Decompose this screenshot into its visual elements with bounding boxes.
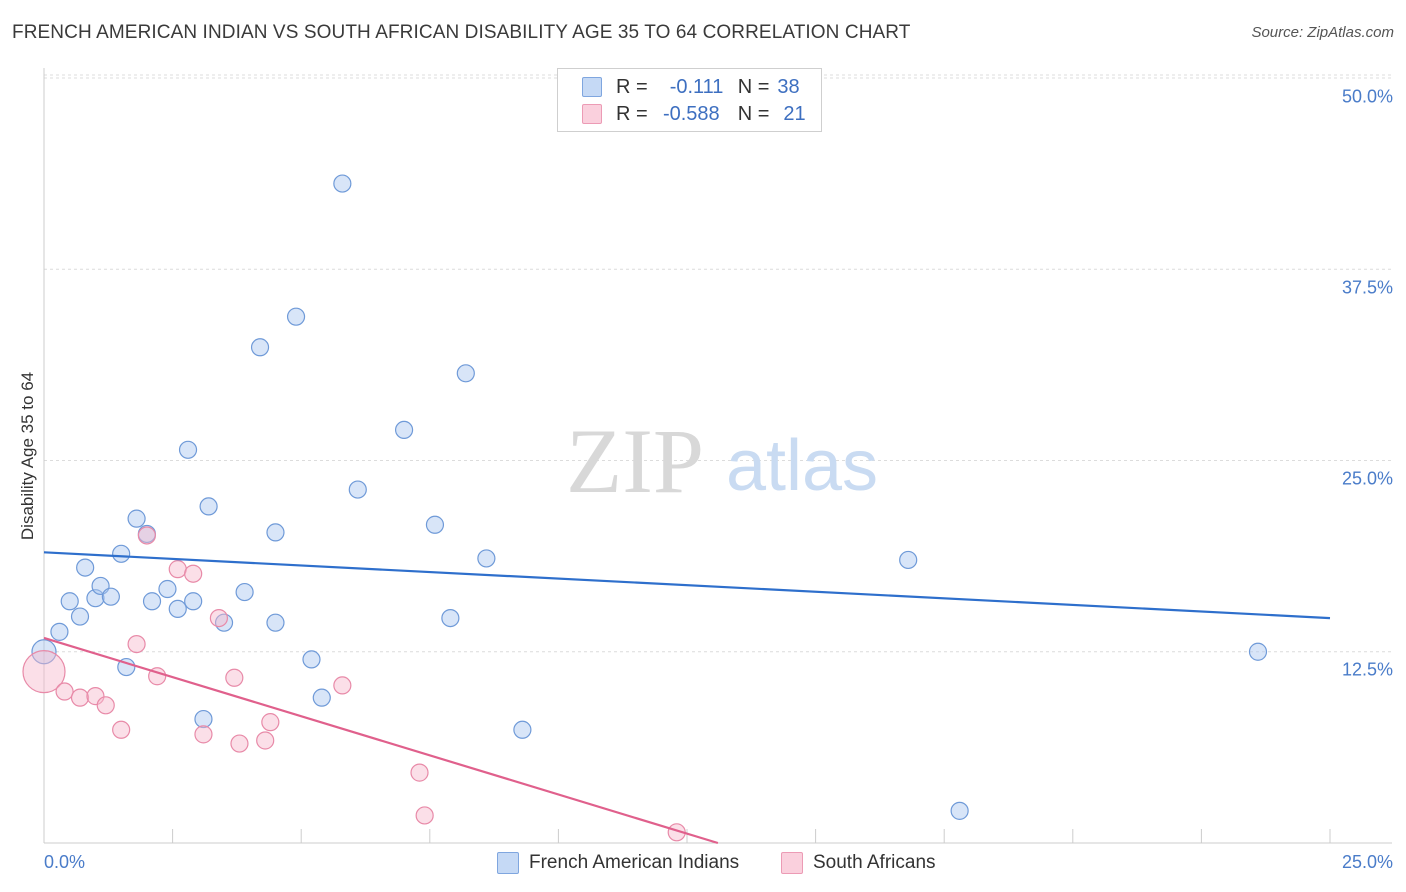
point-south-africans [225,668,244,687]
y-axis-label: Disability Age 35 to 64 [18,371,37,541]
point-french-american-indians [60,592,79,611]
x-tick-label: 25.0% [1341,852,1393,872]
trend-lines [43,551,1331,845]
point-south-africans [194,725,213,744]
point-french-american-indians [286,307,306,326]
y-tick-label: 50.0% [1341,86,1393,107]
series-name: South Africans [813,852,936,873]
point-south-africans [261,713,280,732]
point-south-africans [410,763,429,782]
point-south-africans [415,806,434,825]
point-french-american-indians [312,688,331,707]
point-french-american-indians [899,550,918,570]
point-french-american-indians [235,582,254,602]
point-french-american-indians [266,613,285,632]
legend-n-value: 38 [777,75,800,98]
point-south-africans [168,560,187,579]
legend-r-label: R = [616,75,648,98]
point-french-american-indians [425,515,445,534]
chart-title: FRENCH AMERICAN INDIAN VS SOUTH AFRICAN … [12,22,911,43]
point-french-american-indians [302,650,321,669]
point-south-africans [127,634,146,654]
point-south-africans [333,676,352,695]
point-french-american-indians [441,608,460,628]
legend-swatch-pink [781,852,803,874]
point-french-american-indians [178,440,198,459]
point-french-american-indians [184,592,203,611]
point-french-american-indians [950,801,969,820]
point-french-american-indians [456,364,475,383]
point-french-american-indians [1248,642,1268,661]
point-french-american-indians [168,599,187,619]
point-french-american-indians [333,174,352,193]
axes [43,68,1392,844]
legend-n-label: N = [737,75,770,98]
point-french-american-indians [199,497,218,516]
point-french-american-indians [101,587,120,606]
point-south-africans [256,731,275,750]
legend-row-french-american-indians: R = -0.111 N = 38 [582,75,800,99]
point-south-africans [55,682,74,701]
point-french-american-indians [76,558,95,577]
point-south-africans [112,720,131,739]
trend-line-south-africans [43,636,719,845]
point-french-american-indians [158,579,177,599]
point-south-africans [22,650,66,694]
legend-swatch-blue [497,852,519,874]
point-south-africans [209,608,228,628]
point-south-africans [86,687,105,706]
legend-row-south-africans: R = -0.588 N = 21 [582,102,806,126]
point-french-american-indians [477,549,496,568]
source-label: Source: ZipAtlas.com [1251,24,1394,41]
point-french-american-indians [194,709,213,729]
point-south-africans [96,696,115,715]
point-french-american-indians [31,639,57,665]
legend-swatch-blue [582,77,602,97]
watermark-atlas: atlas [726,426,878,506]
series-legend-french-american-indians: French American Indians [497,852,739,874]
legend-r-label: R = [616,102,648,125]
y-tick-label: 37.5% [1341,277,1393,298]
legend-r-value: -0.588 [662,102,720,125]
correlation-legend: R = -0.111 N = 38 R = -0.588 N = 21 [557,68,822,132]
legend-n-label: N = [737,102,770,125]
grid-lines [44,74,1392,653]
legend-n-value: 21 [783,102,806,125]
point-french-american-indians [250,338,270,357]
point-french-american-indians [50,622,69,641]
point-south-africans [137,526,156,545]
point-french-american-indians [513,720,532,739]
point-south-africans [230,734,249,753]
y-tick-label: 12.5% [1341,659,1393,680]
watermark-zip: ZIP [566,410,704,512]
point-french-american-indians [394,420,414,439]
point-french-american-indians [348,480,367,499]
point-south-africans [70,688,90,707]
point-south-africans [184,564,203,583]
point-french-american-indians [266,523,285,542]
y-tick-label: 25.0% [1341,468,1393,489]
series-legend-south-africans: South Africans [781,852,936,874]
legend-swatch-pink [582,104,602,124]
point-french-american-indians [127,509,146,528]
point-french-american-indians [112,544,131,563]
point-french-american-indians [142,592,162,611]
x-tick-label: 0.0% [44,852,86,872]
legend-r-value: -0.111 [669,75,724,98]
series-name: French American Indians [529,852,740,873]
trend-line-french-american-indians [43,551,1331,620]
point-french-american-indians [70,607,90,626]
data-points [22,174,1268,842]
